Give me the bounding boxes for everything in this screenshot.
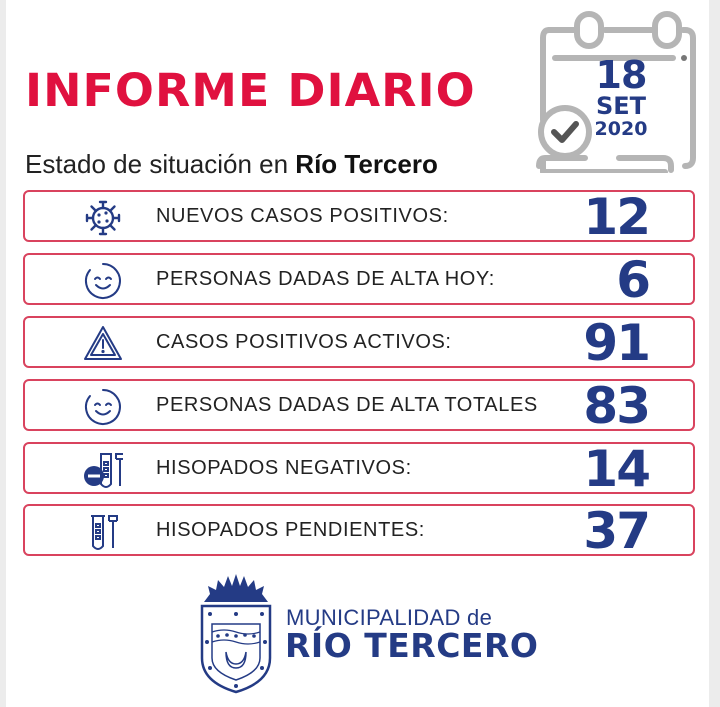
stat-value: 14 <box>583 440 651 498</box>
stat-value: 37 <box>583 502 651 560</box>
stat-row-nuevos-casos: NUEVOS CASOS POSITIVOS: 12 <box>23 188 695 246</box>
swab-negative-icon <box>84 453 123 488</box>
stat-value: 83 <box>583 377 651 435</box>
stat-label: CASOS POSITIVOS ACTIVOS: <box>156 331 452 353</box>
page-title: INFORME DIARIO <box>25 64 476 117</box>
subtitle-prefix: Estado de situación en <box>25 149 296 179</box>
date-month: SET <box>595 92 647 120</box>
stat-label: PERSONAS DADAS DE ALTA TOTALES <box>156 394 538 416</box>
municipality-label: MUNICIPALIDAD de <box>286 605 493 630</box>
stat-label: HISOPADOS PENDIENTES: <box>156 519 425 541</box>
stat-label: PERSONAS DADAS DE ALTA HOY: <box>156 268 495 290</box>
stat-label: HISOPADOS NEGATIVOS: <box>156 457 412 479</box>
stat-row-alta-totales: PERSONAS DADAS DE ALTA TOTALES 83 <box>23 377 695 435</box>
municipal-shield-icon <box>200 574 272 694</box>
smiley-icon <box>85 389 121 425</box>
subtitle-city: Río Tercero <box>295 149 438 179</box>
swab-tube-icon <box>91 515 118 550</box>
stat-row-hisopados-negativos: HISOPADOS NEGATIVOS: 14 <box>23 440 695 498</box>
stat-row-casos-activos: CASOS POSITIVOS ACTIVOS: 91 <box>23 314 695 372</box>
stat-value: 6 <box>616 251 651 309</box>
stat-value: 12 <box>583 188 651 246</box>
city-name: RÍO TERCERO <box>285 626 539 665</box>
stat-value: 91 <box>583 314 651 372</box>
page-subtitle: Estado de situación en Río Tercero <box>25 148 438 180</box>
stat-row-hisopados-pendientes: HISOPADOS PENDIENTES: 37 <box>23 502 695 560</box>
stat-row-alta-hoy: PERSONAS DADAS DE ALTA HOY: 6 <box>23 251 695 309</box>
date-badge: 18 SET 2020 <box>576 56 666 140</box>
warning-triangle-icon <box>84 326 122 360</box>
date-year: 2020 <box>594 118 648 140</box>
calendar-check-icon <box>536 11 696 173</box>
date-day: 18 <box>595 53 648 97</box>
smiley-icon <box>85 263 121 299</box>
virus-icon <box>85 200 121 236</box>
stat-label: NUEVOS CASOS POSITIVOS: <box>156 205 449 227</box>
